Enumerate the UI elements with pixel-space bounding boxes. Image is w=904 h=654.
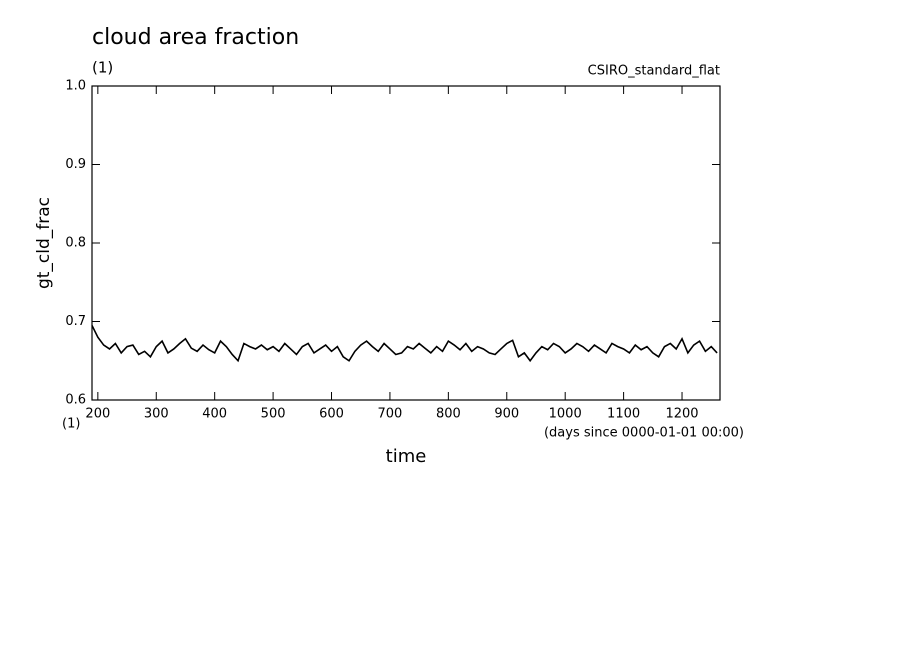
- x-units: (days since 0000-01-01 00:00): [544, 426, 744, 441]
- x-tick-label: 400: [202, 407, 227, 422]
- x-tick-label: 800: [436, 407, 461, 422]
- x-tick-label: 300: [144, 407, 169, 422]
- chart-title: cloud area fraction: [92, 25, 299, 50]
- x-tick-label: 200: [85, 407, 110, 422]
- source: CSIRO_standard_flat: [588, 64, 720, 79]
- x-tick-label: 900: [494, 407, 519, 422]
- y-axis-label: gt_cld_frac: [34, 197, 54, 289]
- x-tick-label: 1100: [607, 407, 640, 422]
- y-tick-label: 0.6: [65, 393, 86, 408]
- data-line: [91, 325, 718, 363]
- y-tick-label: 0.8: [65, 236, 86, 251]
- x-axis-label: time: [386, 446, 427, 467]
- y-tick-label: 0.7: [65, 314, 86, 329]
- x-tick-label: 700: [378, 407, 403, 422]
- units: (1): [92, 59, 113, 77]
- y-tick-label: 0.9: [65, 157, 86, 172]
- x-tick-label: 500: [261, 407, 286, 422]
- x-tick-label: 1000: [549, 407, 582, 422]
- y-units: (1): [62, 417, 80, 432]
- y-tick-label: 1.0: [65, 79, 86, 94]
- x-tick-label: 600: [319, 407, 344, 422]
- x-tick-label: 1200: [665, 407, 698, 422]
